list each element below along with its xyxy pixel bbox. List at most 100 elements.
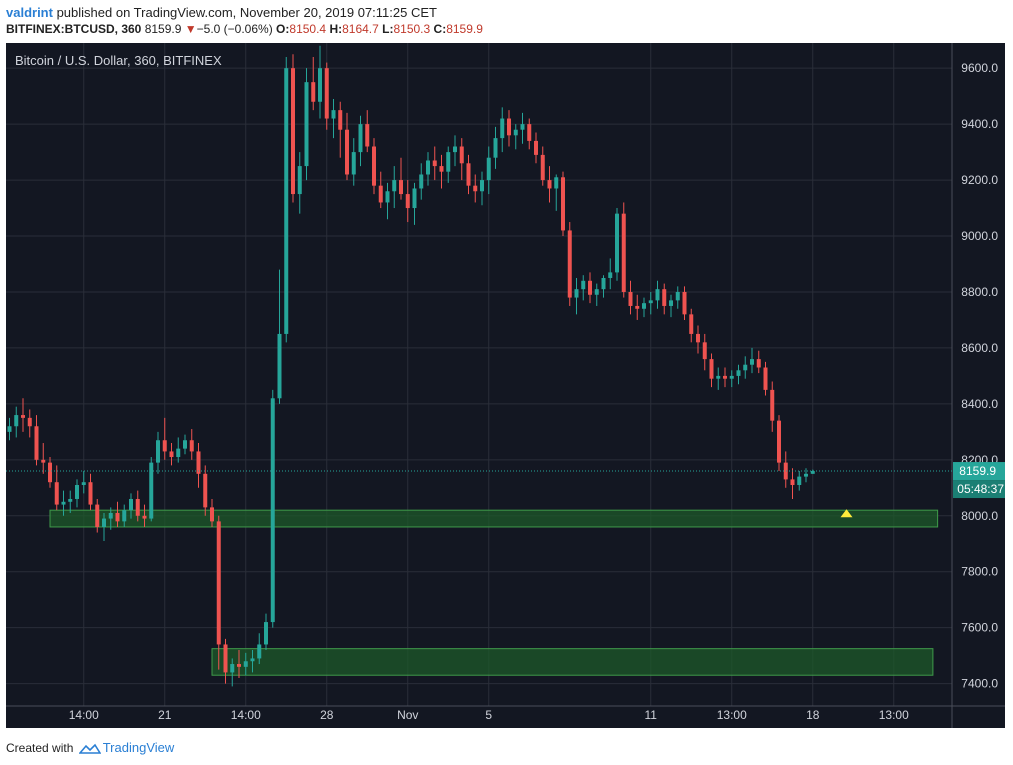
candle-up [750,359,754,365]
candlestick-chart[interactable]: 9600.0 9400.0 9200.0 9000.0 8800.0 8600.0 8400… [6,43,1005,728]
candle-down [95,504,100,527]
marker-triangle [840,509,853,518]
candle-up [270,398,275,623]
y-tick-label: 7400.0 [961,677,998,691]
countdown-label: 05:48:37 [957,482,1004,496]
chart-background [6,43,1005,728]
candle-up [729,375,734,379]
candle-down [439,166,444,172]
candle-down [324,68,329,119]
candle-down [54,482,59,505]
candle-down [34,426,39,460]
candle-up [520,124,525,130]
candle-up [284,68,289,334]
last-price: 8159.9 [144,22,182,36]
candle-down [216,521,221,645]
author-name[interactable]: valdrint [6,5,53,20]
candle-down [196,451,201,474]
y-tick-label: 7600.0 [961,621,998,635]
support-zone [211,648,934,676]
close-label: C: [433,22,447,36]
y-tick-label: 8600.0 [961,341,998,355]
candle-up [358,124,363,153]
candle-up [675,291,680,301]
candle-down [21,415,25,418]
candle-up [257,644,262,659]
candle-up [351,152,356,175]
candle-down [783,462,788,480]
candle-up [129,498,133,511]
y-tick-label: 9000.0 [961,229,998,243]
candle-down [169,451,174,458]
candle-down [540,154,545,181]
candle-down [291,68,295,195]
candle-up [304,82,309,167]
x-tick-label: 21 [158,708,172,722]
chart-area[interactable]: 9600.0 9400.0 9200.0 9000.0 8800.0 8600.0 8400… [6,43,1005,728]
candle-down [777,420,781,463]
candle-down [756,359,761,368]
tradingview-logo-icon [78,743,101,754]
candle-down [662,289,667,306]
candle-up [804,473,808,477]
candle-down [432,160,437,167]
candle-up [446,152,451,172]
candle-up [331,110,336,119]
candle-up [453,146,457,153]
countdown-box [953,480,1005,499]
candle-down [237,664,241,667]
candle-up [392,180,397,192]
candle-up [797,476,802,485]
close-value: 8159.9 [446,22,483,36]
candle-down [405,194,410,209]
current-price-box [953,462,1005,481]
candle-up [7,426,12,432]
candle-up [14,415,19,427]
candle-up [493,138,498,158]
candle-down [345,129,349,175]
price-change: −5.0 (−0.06%) [196,22,273,36]
y-tick-label: 7800.0 [961,565,998,579]
candle-down [567,230,572,298]
candle-down [696,333,700,343]
symbol-info-bar: BITFINEX:BTCUSD, 360 8159.9 ▼−5.0 (−0.06… [6,22,483,36]
candle-down [459,146,464,164]
open-label: O: [276,22,290,36]
x-tick-label: 11 [645,708,658,722]
candle-down [223,644,228,673]
candle-down [790,479,795,485]
candle-down [135,498,140,516]
candle-up [108,512,113,519]
candle-down [682,291,687,315]
y-tick-label: 9600.0 [961,61,998,75]
candle-up [648,300,653,304]
candle-down [88,482,93,505]
candle-up [554,177,559,189]
candle-down [534,140,538,155]
candle-down [763,367,768,390]
candle-up [655,289,660,301]
candle-down [709,359,714,379]
candle-down [466,163,471,186]
chart-title: Bitcoin / U.S. Dollar, 360, BITFINEX [15,53,222,68]
candle-down [399,180,403,195]
candle-down [689,314,694,334]
candle-up [75,485,79,499]
tradingview-brand[interactable]: TradingView [102,740,175,755]
candle-up [122,510,127,522]
candle-down [527,124,532,141]
candle-up [608,272,613,278]
candle-up [264,622,268,645]
candle-up [581,280,586,290]
candle-down [378,185,383,203]
x-tick-label: 14:00 [231,708,261,722]
current-price-label: 8159.9 [959,464,996,478]
candle-up [385,191,390,203]
candle-up [601,277,606,290]
candle-up [594,289,599,295]
candle-down [48,462,52,483]
candle-down [507,118,511,136]
y-tick-label: 9200.0 [961,173,998,187]
candle-up [574,289,579,298]
support-zone [49,509,939,528]
